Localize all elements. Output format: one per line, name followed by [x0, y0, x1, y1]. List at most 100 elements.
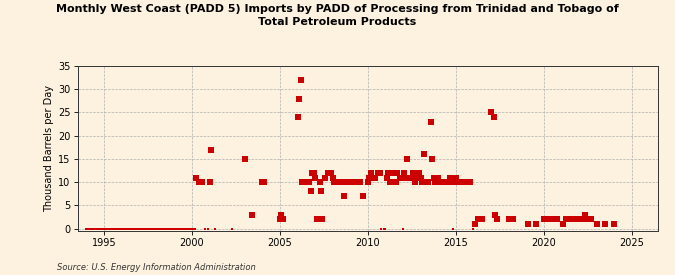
- Point: [182, 227, 193, 231]
- Point: [420, 180, 431, 185]
- Point: [210, 227, 221, 231]
- Point: [374, 171, 385, 175]
- Point: [178, 227, 188, 231]
- Point: [600, 222, 611, 226]
- Point: [175, 227, 186, 231]
- Point: [172, 227, 183, 231]
- Point: [398, 227, 408, 231]
- Point: [477, 217, 487, 222]
- Point: [381, 175, 392, 180]
- Point: [206, 147, 217, 152]
- Point: [275, 217, 286, 222]
- Point: [81, 227, 92, 231]
- Point: [543, 217, 554, 222]
- Point: [304, 180, 315, 185]
- Point: [163, 227, 174, 231]
- Point: [455, 180, 466, 185]
- Point: [138, 227, 149, 231]
- Point: [323, 171, 333, 175]
- Point: [362, 180, 373, 185]
- Point: [306, 171, 317, 175]
- Point: [390, 180, 401, 185]
- Point: [135, 227, 146, 231]
- Point: [181, 227, 192, 231]
- Point: [191, 175, 202, 180]
- Point: [370, 175, 381, 180]
- Point: [300, 180, 310, 185]
- Point: [184, 227, 194, 231]
- Point: [327, 175, 338, 180]
- Point: [112, 227, 123, 231]
- Point: [156, 227, 167, 231]
- Point: [331, 180, 342, 185]
- Point: [159, 227, 169, 231]
- Point: [410, 180, 421, 185]
- Point: [160, 227, 171, 231]
- Point: [124, 227, 134, 231]
- Point: [179, 227, 190, 231]
- Point: [425, 120, 436, 124]
- Point: [106, 227, 117, 231]
- Point: [430, 180, 441, 185]
- Point: [324, 171, 335, 175]
- Point: [92, 227, 103, 231]
- Point: [342, 180, 353, 185]
- Point: [569, 217, 580, 222]
- Point: [111, 227, 122, 231]
- Point: [295, 78, 306, 82]
- Point: [105, 227, 115, 231]
- Point: [97, 227, 108, 231]
- Point: [294, 96, 304, 101]
- Point: [148, 227, 159, 231]
- Point: [380, 227, 391, 231]
- Point: [431, 175, 442, 180]
- Point: [320, 175, 331, 180]
- Point: [472, 217, 483, 222]
- Point: [367, 175, 378, 180]
- Point: [423, 180, 433, 185]
- Point: [418, 152, 429, 156]
- Text: Source: U.S. Energy Information Administration: Source: U.S. Energy Information Administ…: [57, 263, 256, 272]
- Point: [489, 115, 500, 119]
- Point: [585, 217, 596, 222]
- Point: [434, 180, 445, 185]
- Point: [140, 227, 151, 231]
- Point: [408, 171, 418, 175]
- Point: [117, 227, 128, 231]
- Point: [186, 227, 197, 231]
- Point: [96, 227, 107, 231]
- Point: [157, 227, 168, 231]
- Point: [547, 217, 558, 222]
- Point: [329, 180, 340, 185]
- Point: [170, 227, 181, 231]
- Text: Monthly West Coast (PADD 5) Imports by PADD of Processing from Trinidad and Toba: Monthly West Coast (PADD 5) Imports by P…: [56, 4, 619, 27]
- Point: [95, 227, 105, 231]
- Point: [100, 227, 111, 231]
- Point: [131, 227, 142, 231]
- Point: [91, 227, 102, 231]
- Point: [437, 180, 448, 185]
- Point: [358, 194, 369, 198]
- Point: [339, 194, 350, 198]
- Point: [440, 180, 451, 185]
- Point: [469, 222, 480, 226]
- Point: [277, 217, 288, 222]
- Point: [326, 171, 337, 175]
- Point: [142, 227, 153, 231]
- Point: [126, 227, 137, 231]
- Point: [579, 213, 590, 217]
- Point: [405, 175, 416, 180]
- Point: [465, 180, 476, 185]
- Point: [539, 217, 549, 222]
- Point: [365, 171, 376, 175]
- Point: [508, 217, 518, 222]
- Point: [155, 227, 165, 231]
- Point: [411, 175, 422, 180]
- Point: [226, 227, 237, 231]
- Point: [395, 175, 406, 180]
- Point: [443, 180, 454, 185]
- Point: [165, 227, 176, 231]
- Point: [383, 171, 394, 175]
- Point: [449, 180, 460, 185]
- Point: [583, 217, 593, 222]
